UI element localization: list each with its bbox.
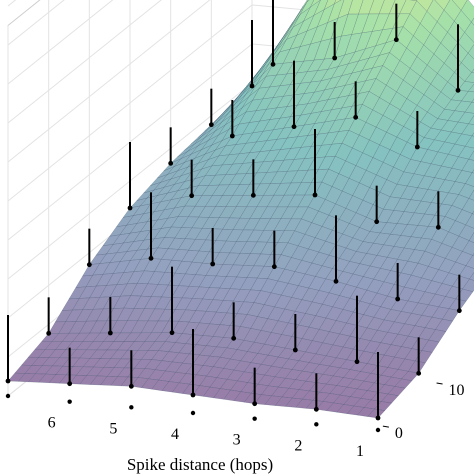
x-tick-mark [129, 405, 134, 410]
x-tick-label: 4 [171, 426, 179, 443]
data-point [86, 262, 92, 268]
data-point [416, 370, 422, 376]
x-tick-label: 3 [233, 432, 241, 449]
data-point [312, 192, 318, 198]
data-point [395, 296, 401, 302]
y-tick-mark [382, 425, 389, 428]
data-point [393, 37, 399, 43]
data-point [249, 83, 255, 89]
data-point [333, 278, 339, 284]
surface-cell [464, 101, 474, 114]
surface-cell [470, 17, 474, 26]
data-point [292, 347, 298, 353]
y-tick-label: 10 [449, 382, 465, 399]
data-point [271, 264, 277, 270]
data-point [250, 192, 256, 198]
x-tick-mark [375, 427, 381, 433]
x-tick-mark [314, 422, 319, 427]
data-point [291, 124, 297, 130]
data-point [332, 55, 338, 61]
surface-cell [458, 183, 474, 199]
y-tick-label: 0 [395, 425, 403, 442]
surface-cell [461, 123, 474, 137]
surface-cell [434, 0, 451, 11]
data-point [375, 415, 381, 421]
data-point [270, 61, 276, 67]
surface-cell [457, 81, 474, 92]
x-tick-label: 5 [109, 420, 117, 437]
surface-mesh [7, 0, 474, 419]
data-point [374, 219, 380, 225]
data-point [46, 330, 52, 336]
data-point [169, 330, 175, 336]
surface-cell [471, 68, 474, 74]
surface-cell [468, 115, 474, 125]
x-tick-mark [252, 416, 257, 421]
surface-cell [461, 198, 474, 215]
data-point [5, 378, 11, 384]
surface-cell [467, 83, 474, 93]
x-tick-label: 1 [356, 443, 364, 460]
data-point [148, 255, 154, 261]
y-tick-mark [436, 382, 443, 385]
surface-cell [465, 172, 474, 187]
data-point [455, 87, 461, 93]
data-point [208, 122, 214, 128]
data-point [210, 261, 216, 267]
surface-cell [310, 0, 321, 8]
surface-cell [468, 189, 474, 201]
data-point [313, 406, 319, 412]
data-point [414, 144, 420, 150]
surface-cell [467, 44, 474, 60]
surface-cell [458, 265, 474, 280]
x-tick-mark [190, 410, 196, 416]
x-tick-label: 2 [294, 437, 302, 454]
surface-cell [367, 408, 386, 419]
surface-cell [468, 150, 474, 161]
x-tick-mark [67, 399, 72, 404]
data-point [67, 381, 73, 387]
x-tick-mark [5, 393, 11, 399]
data-point [229, 133, 235, 139]
surface-cell [306, 0, 310, 3]
data-stems [5, 0, 462, 421]
data-point [190, 392, 196, 398]
data-point [128, 383, 134, 389]
surface-cell [337, 0, 353, 19]
data-point [353, 114, 359, 120]
surface-cell [464, 135, 474, 149]
surface-cell [428, 329, 447, 343]
data-point [231, 335, 237, 341]
surface-cell [387, 386, 406, 396]
surface-cell [457, 146, 474, 160]
data-point [107, 330, 113, 336]
data-point [354, 359, 360, 365]
x-axis-label: Spike distance (hops) [127, 455, 273, 474]
surface-cell [471, 98, 474, 103]
data-point [189, 193, 195, 199]
data-point [456, 308, 462, 314]
data-point [168, 160, 174, 166]
surface-cell [333, 0, 342, 5]
surface-cell [313, 0, 329, 16]
data-point [252, 401, 258, 407]
tick-labels: 765432101020 [5, 382, 465, 460]
data-point [127, 205, 133, 211]
data-point [435, 224, 441, 230]
surface-cell [461, 91, 474, 103]
x-tick-label: 6 [48, 415, 56, 432]
